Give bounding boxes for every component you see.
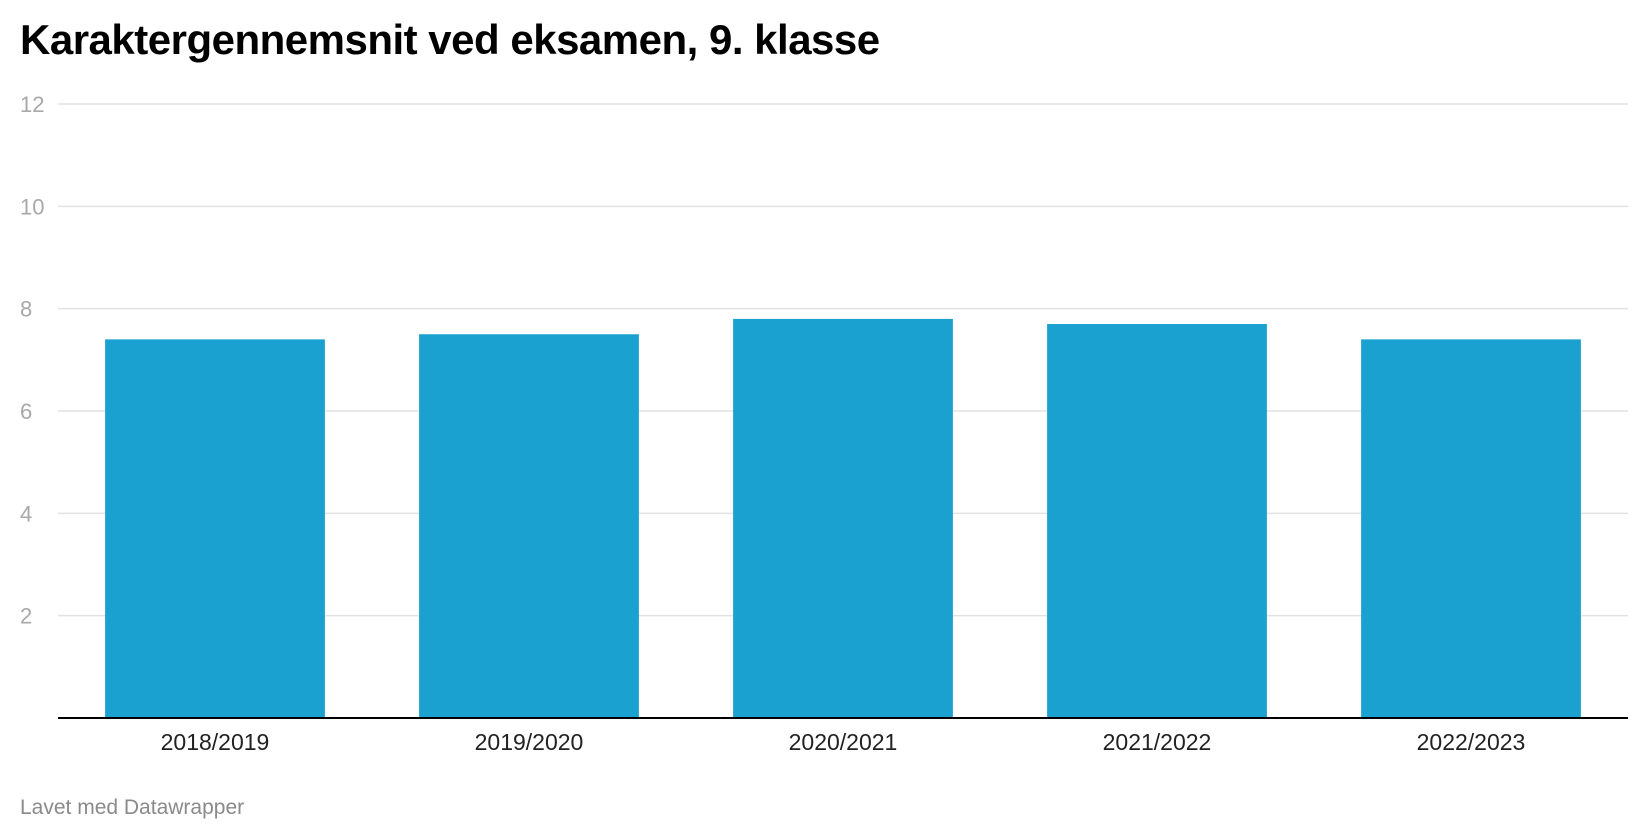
bar-2020/2021	[733, 318, 953, 718]
y-tick-label: 8	[20, 297, 32, 322]
bar-2019/2020	[419, 334, 639, 718]
bars	[105, 318, 1581, 718]
bar-2021/2022	[1047, 324, 1267, 718]
y-tick-label: 12	[20, 92, 44, 117]
y-tick-label: 10	[20, 194, 44, 219]
x-axis-labels: 2018/2019 2019/2020 2020/2021 2021/2022 2022…	[161, 729, 1526, 755]
x-category-label: 2021/2022	[1103, 729, 1212, 755]
y-tick-label: 4	[20, 501, 32, 526]
x-category-label: 2020/2021	[789, 729, 898, 755]
x-category-label: 2019/2020	[475, 729, 584, 755]
bar-2018/2019	[105, 339, 325, 718]
chart-title: Karaktergennemsnit ved eksamen, 9. klass…	[20, 16, 880, 63]
x-category-label: 2018/2019	[161, 729, 270, 755]
x-category-label: 2022/2023	[1417, 729, 1526, 755]
y-tick-label: 2	[20, 604, 32, 629]
bar-2022/2023	[1361, 339, 1581, 718]
y-axis-ticks: 2 4 6 8 10 12	[20, 92, 44, 629]
footer-credit: Lavet med Datawrapper	[20, 796, 245, 819]
y-tick-label: 6	[20, 399, 32, 424]
